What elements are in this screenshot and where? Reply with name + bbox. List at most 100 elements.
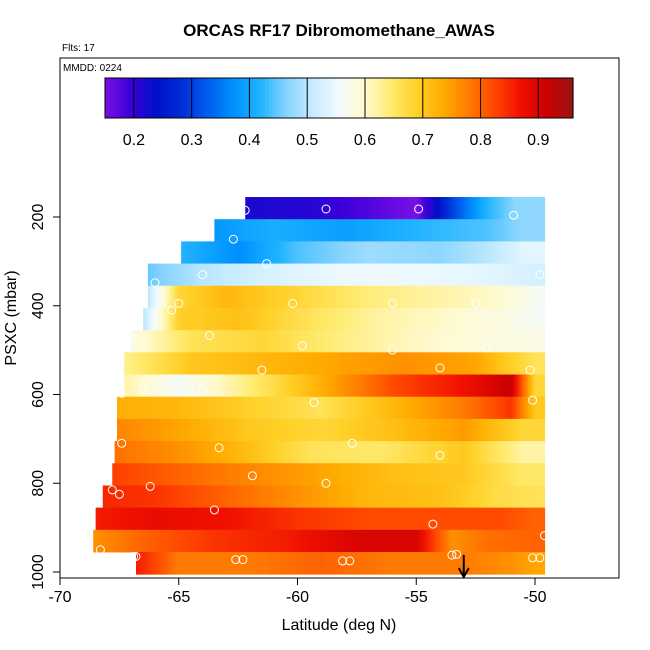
heatmap-cell bbox=[155, 330, 158, 353]
heatmap-cell bbox=[155, 285, 158, 309]
heatmap-cell bbox=[349, 219, 353, 242]
heatmap-cell bbox=[190, 307, 194, 331]
heatmap-cell bbox=[368, 352, 372, 375]
heatmap-cell bbox=[511, 197, 515, 220]
heatmap-cell bbox=[188, 552, 192, 575]
heatmap-cell bbox=[337, 485, 341, 509]
heatmap-cell bbox=[425, 307, 429, 331]
heatmap-cell bbox=[117, 529, 120, 553]
heatmap-cell bbox=[314, 463, 318, 486]
heatmap-cell bbox=[520, 374, 524, 398]
heatmap-cell bbox=[390, 485, 394, 509]
heatmap-cell bbox=[174, 418, 177, 442]
heatmap-cell bbox=[250, 197, 253, 220]
heatmap-cell bbox=[119, 507, 123, 531]
heatmap-cell bbox=[356, 552, 360, 575]
heatmap-cell bbox=[112, 529, 116, 553]
heatmap-cell bbox=[361, 330, 365, 353]
heatmap-cell bbox=[404, 352, 408, 375]
heatmap-cell bbox=[193, 374, 196, 398]
heatmap-cell bbox=[480, 285, 484, 309]
heatmap-cell bbox=[516, 441, 519, 464]
heatmap-cell bbox=[523, 307, 527, 331]
heatmap-cell bbox=[257, 485, 261, 509]
heatmap-cell bbox=[354, 552, 358, 575]
heatmap-cell bbox=[525, 285, 529, 309]
heatmap-cell bbox=[504, 285, 508, 309]
heatmap-cell bbox=[466, 552, 470, 575]
heatmap-cell bbox=[117, 418, 120, 442]
heatmap-cell bbox=[340, 552, 344, 575]
heatmap-cell bbox=[285, 507, 289, 531]
heatmap-cell bbox=[416, 285, 420, 309]
sample-point bbox=[262, 259, 272, 269]
heatmap-cell bbox=[378, 485, 382, 509]
colorbar-segment bbox=[346, 78, 352, 118]
heatmap-cell bbox=[152, 441, 156, 464]
heatmap-cell bbox=[340, 352, 344, 375]
heatmap-cell bbox=[487, 352, 491, 375]
heatmap-cell bbox=[366, 552, 370, 575]
heatmap-cell bbox=[299, 463, 303, 486]
heatmap-cell bbox=[238, 418, 242, 442]
heatmap-cell bbox=[335, 374, 339, 398]
heatmap-cell bbox=[466, 418, 470, 442]
heatmap-cell bbox=[309, 418, 313, 442]
sample-point bbox=[145, 481, 155, 491]
heatmap-cell bbox=[492, 374, 496, 398]
heatmap-cell bbox=[235, 485, 239, 509]
heatmap-cell bbox=[231, 418, 234, 442]
heatmap-cell bbox=[164, 529, 168, 553]
heatmap-cell bbox=[535, 463, 538, 486]
heatmap-cell bbox=[511, 529, 515, 553]
heatmap-cell bbox=[399, 352, 403, 375]
heatmap-cell bbox=[214, 307, 218, 331]
heatmap-cell bbox=[214, 285, 218, 309]
heatmap-cell bbox=[216, 352, 220, 375]
heatmap-cell bbox=[147, 285, 151, 309]
heatmap-cell bbox=[537, 197, 541, 220]
heatmap-cell bbox=[504, 485, 508, 509]
colorbar-segment bbox=[495, 78, 500, 118]
heatmap-cell bbox=[307, 374, 310, 398]
heatmap-cell bbox=[375, 263, 379, 287]
heatmap-cell bbox=[136, 507, 139, 531]
heatmap-cell bbox=[204, 285, 208, 309]
heatmap-cell bbox=[451, 263, 455, 287]
heatmap-cell bbox=[147, 263, 151, 287]
heatmap-cell bbox=[147, 463, 151, 486]
heatmap-cell bbox=[535, 263, 538, 287]
heatmap-cell bbox=[501, 396, 505, 420]
heatmap-cell bbox=[361, 219, 365, 242]
heatmap-cell bbox=[404, 485, 408, 509]
sample-point bbox=[388, 299, 397, 308]
heatmap-cell bbox=[257, 552, 261, 575]
heatmap-cell bbox=[159, 485, 163, 509]
heatmap-cell bbox=[494, 507, 498, 531]
heatmap-cell bbox=[304, 485, 308, 509]
heatmap-cell bbox=[383, 396, 386, 420]
heatmap-cell bbox=[257, 352, 261, 375]
heatmap-cell bbox=[302, 263, 306, 287]
heatmap-cell bbox=[261, 241, 265, 264]
heatmap-cell bbox=[428, 352, 432, 375]
heatmap-cell bbox=[371, 396, 375, 420]
heatmap-cell bbox=[269, 285, 272, 309]
heatmap-cell bbox=[259, 219, 263, 242]
heatmap-cell bbox=[525, 463, 529, 486]
heatmap-cell bbox=[219, 418, 223, 442]
heatmap-cell bbox=[425, 197, 429, 220]
sample-point bbox=[414, 204, 424, 214]
heatmap-cell bbox=[171, 441, 175, 464]
y-tick-label: 600 bbox=[30, 381, 47, 408]
heatmap-cell bbox=[340, 330, 344, 353]
heatmap-cell bbox=[459, 552, 462, 575]
heatmap-cell bbox=[321, 241, 325, 264]
heatmap-cell bbox=[283, 485, 287, 509]
heatmap-cell bbox=[259, 552, 263, 575]
heatmap-cell bbox=[449, 485, 453, 509]
heatmap-cell bbox=[535, 418, 538, 442]
heatmap-cell bbox=[430, 330, 434, 353]
heatmap-cell bbox=[193, 485, 196, 509]
